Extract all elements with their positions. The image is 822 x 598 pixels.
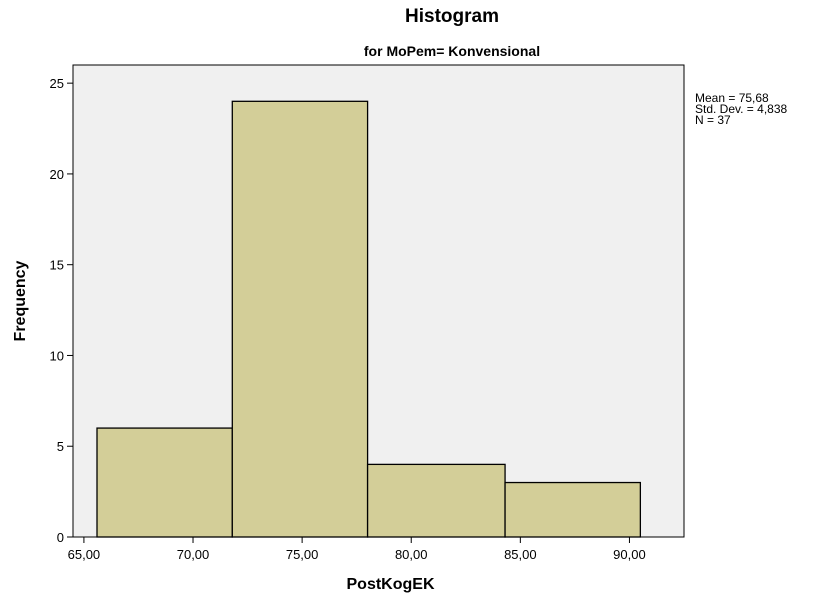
y-axis-title: Frequency — [12, 260, 29, 341]
x-tick-label-90: 90,00 — [613, 547, 646, 562]
stats-box: Mean = 75,68 Std. Dev. = 4,838 N = 37 — [695, 91, 788, 127]
y-tick-label-20: 20 — [50, 167, 64, 182]
y-tick-label-25: 25 — [50, 76, 64, 91]
histogram-bar-3 — [366, 463, 506, 538]
x-tick-label-80: 80,00 — [395, 547, 428, 562]
stat-std-dev: Std. Dev. = 4,838 — [695, 102, 788, 116]
histogram-bar-4 — [504, 481, 642, 538]
chart-title: Histogram — [405, 6, 499, 27]
stat-mean: Mean = 75,68 — [695, 91, 769, 105]
x-tick-label-65: 65,00 — [68, 547, 101, 562]
y-tick-label-10: 10 — [50, 348, 64, 363]
x-axis-title: PostKogEK — [347, 576, 435, 593]
stat-n: N = 37 — [695, 113, 731, 127]
x-tick-label-85: 85,00 — [504, 547, 537, 562]
y-tick-label-5: 5 — [57, 439, 64, 454]
histogram-bar-2 — [231, 100, 369, 538]
y-tick-label-0: 0 — [57, 530, 64, 545]
x-tick-label-75: 75,00 — [286, 547, 319, 562]
chart-subtitle: for MoPem= Konvensional — [363, 43, 541, 59]
y-tick-label-15: 15 — [50, 258, 64, 273]
x-tick-label-70: 70,00 — [177, 547, 210, 562]
histogram-bar-1 — [96, 427, 233, 538]
